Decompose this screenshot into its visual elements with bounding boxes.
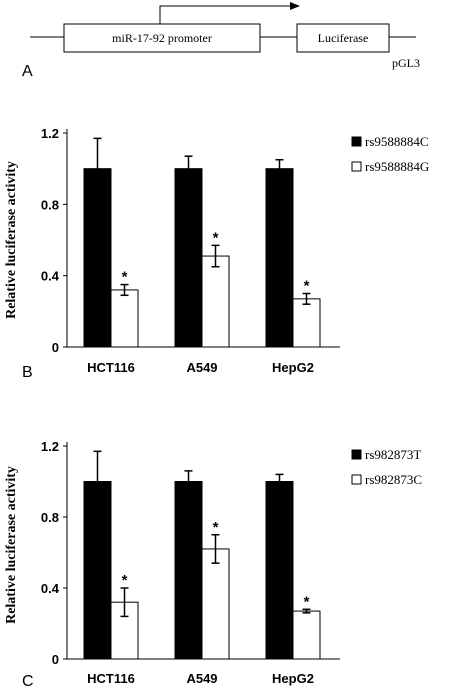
- y-axis-label: Relative luciferase activity: [4, 161, 19, 319]
- panel-letter-a: A: [22, 63, 33, 80]
- bar: [110, 289, 139, 348]
- y-tick-label: 0: [52, 652, 59, 667]
- significance-marker: *: [304, 278, 310, 295]
- vector-label: pGL3: [392, 56, 420, 70]
- transcription-start-arrow-line: [159, 5, 298, 24]
- legend-swatch: [351, 161, 362, 172]
- bar: [292, 298, 321, 348]
- luciferase-label: Luciferase: [318, 31, 369, 45]
- bar: [174, 481, 203, 660]
- significance-marker: *: [122, 269, 128, 286]
- y-tick-label: 1.2: [41, 439, 59, 454]
- legend-swatch: [351, 474, 362, 485]
- x-tick-label: A549: [186, 360, 217, 375]
- legend-label: rs982873C: [365, 472, 422, 487]
- chart-panel-b: Relative luciferase activity B 0 0.4 0.8 1.…: [4, 126, 429, 381]
- bar: [201, 548, 230, 660]
- y-tick-label: 0.4: [41, 581, 60, 596]
- panel-letter-b: B: [22, 364, 33, 381]
- chart-panel-c: Relative luciferase activity C 0 0.4 0.8 1.…: [4, 439, 422, 690]
- legend-swatch: [351, 449, 362, 460]
- y-tick-label: 0.4: [41, 269, 60, 284]
- arrow-head-icon: [290, 2, 300, 10]
- legend-label: rs982873T: [365, 447, 421, 462]
- bar: [265, 481, 294, 660]
- legend-label: rs9588884C: [365, 134, 429, 149]
- significance-marker: *: [304, 593, 310, 610]
- y-tick-label: 0: [52, 340, 59, 355]
- promoter-box: [63, 23, 261, 53]
- luciferase-box: [296, 23, 390, 53]
- significance-marker: *: [213, 229, 219, 246]
- x-tick-label: HCT116: [87, 671, 135, 686]
- x-tick-label: HCT116: [87, 360, 135, 375]
- bar: [83, 481, 112, 660]
- bar: [201, 255, 230, 348]
- y-tick-label: 1.2: [41, 126, 59, 141]
- bar: [174, 168, 203, 348]
- x-tick-label: HepG2: [272, 360, 314, 375]
- schematic-panel: miR-17-92 promoter Luciferase pGL3 A: [22, 2, 420, 80]
- promoter-label: miR-17-92 promoter: [112, 31, 212, 45]
- panel-letter-c: C: [22, 673, 34, 690]
- bar: [292, 610, 321, 660]
- legend-swatch: [351, 136, 362, 147]
- legend-label: rs9588884G: [365, 159, 429, 174]
- y-axis-label: Relative luciferase activity: [4, 466, 19, 624]
- significance-marker: *: [213, 519, 219, 536]
- y-tick-label: 0.8: [41, 197, 59, 212]
- x-tick-label: A549: [186, 671, 217, 686]
- bar: [83, 168, 112, 348]
- x-tick-label: HepG2: [272, 671, 314, 686]
- bar: [265, 168, 294, 348]
- significance-marker: *: [122, 572, 128, 589]
- y-tick-label: 0.8: [41, 510, 59, 525]
